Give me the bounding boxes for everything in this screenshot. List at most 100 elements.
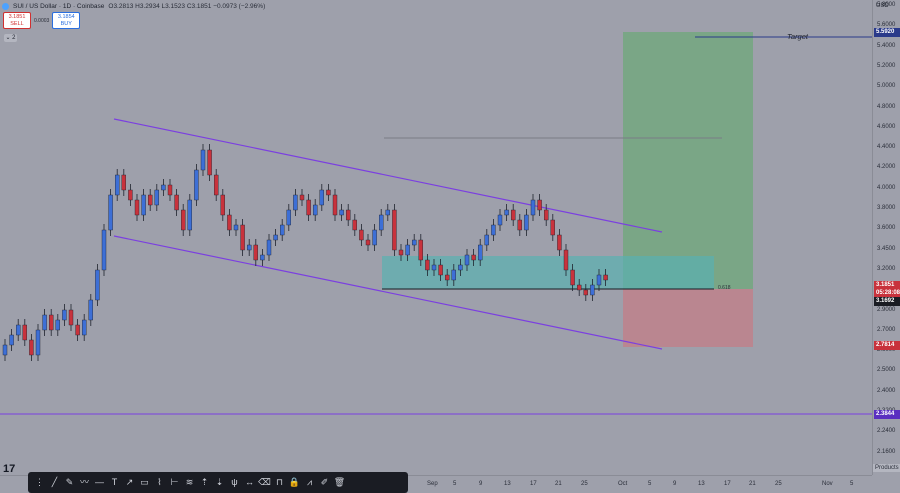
long-position-icon[interactable]: ⇡ xyxy=(200,477,209,487)
short-position-icon[interactable]: ⇣ xyxy=(215,477,224,487)
candle-body xyxy=(537,199,542,211)
candle-body xyxy=(227,214,232,231)
fib-level-label: 0.618 xyxy=(718,285,731,291)
candle-body xyxy=(603,274,608,281)
candle-body xyxy=(504,209,509,216)
rectangle-icon[interactable]: ▭ xyxy=(140,477,149,487)
price-tick: 5.4000 xyxy=(877,42,896,49)
price-tick: 2.9000 xyxy=(877,306,896,313)
candle-body xyxy=(42,314,47,331)
candle-body xyxy=(392,209,397,251)
candle-body xyxy=(306,199,311,216)
buy-price: 3.1854 xyxy=(57,14,75,20)
candle-body xyxy=(55,319,60,331)
candle-body xyxy=(398,249,404,256)
pitchfork-icon[interactable]: ψ xyxy=(231,477,238,487)
price-tick: 5.6000 xyxy=(877,22,896,29)
candle-body xyxy=(544,209,549,221)
candle-body xyxy=(451,269,456,281)
price-tick: 4.6000 xyxy=(877,123,896,130)
target-price-label: 5.5920 xyxy=(874,28,900,37)
candle-body xyxy=(240,224,245,251)
candle-body xyxy=(557,234,562,251)
price-tick: 3.4500 xyxy=(877,245,896,252)
path-icon[interactable]: ⌇ xyxy=(157,477,162,487)
symbol-title[interactable]: SUI / US Dollar · 1D · Coinbase xyxy=(13,2,105,10)
candle-body xyxy=(326,189,331,196)
candle-body xyxy=(213,174,219,196)
buy-label: BUY xyxy=(60,21,72,27)
fib-icon[interactable]: ≋ xyxy=(185,477,194,487)
eraser-icon[interactable]: ⌫ xyxy=(258,477,271,487)
candle-body xyxy=(35,329,41,356)
pencil-icon[interactable]: ✎ xyxy=(65,477,74,487)
time-tick: Oct xyxy=(618,481,628,487)
price-tick: 2.7000 xyxy=(877,326,896,333)
channel-upper-line xyxy=(113,118,663,233)
candle-body xyxy=(233,224,239,231)
price-tick: 4.0000 xyxy=(877,184,896,191)
ohlc-values: O3.2813 H3.2934 L3.1523 C3.1851 −0.0973 … xyxy=(108,2,266,10)
drag-handle-icon[interactable]: ⋮ xyxy=(35,477,44,487)
chart-canvas[interactable] xyxy=(0,0,872,475)
candle-body xyxy=(220,194,226,216)
currency-label[interactable]: USD xyxy=(876,3,889,9)
time-tick: Sep xyxy=(427,481,438,487)
candle-body xyxy=(114,174,120,196)
candle-body xyxy=(352,219,357,231)
bid-price-label: 3.1692 xyxy=(874,297,900,306)
time-tick: 13 xyxy=(504,481,511,487)
text-icon[interactable]: T xyxy=(111,477,118,487)
candle-body xyxy=(180,209,186,231)
candle-body xyxy=(161,184,166,191)
sell-label: SELL xyxy=(10,21,24,27)
loss-zone xyxy=(623,289,753,347)
sell-button[interactable]: 3.1851 SELL xyxy=(3,12,31,29)
brush2-icon[interactable]: ✐ xyxy=(320,477,329,487)
price-tick: 5.8000 xyxy=(877,2,896,8)
trash-icon[interactable]: 🗑 xyxy=(333,477,346,487)
arrow-icon[interactable]: ↗ xyxy=(125,477,134,487)
candle-body xyxy=(379,214,384,231)
candle-body xyxy=(299,194,305,201)
candle-body xyxy=(590,284,595,296)
profit-zone xyxy=(623,32,753,289)
target-annotation[interactable]: Target xyxy=(787,32,808,41)
brush-icon[interactable]: 〰 xyxy=(79,477,89,487)
candle-body xyxy=(128,189,133,201)
time-tick: 13 xyxy=(698,481,705,487)
candle-body xyxy=(491,224,496,236)
candle-body xyxy=(95,269,100,301)
zigzag-icon[interactable]: ⩘ xyxy=(306,477,313,487)
horizontal-line-icon[interactable]: — xyxy=(95,477,104,487)
spread-value: 0.0003 xyxy=(34,17,50,24)
price-tick: 5.2000 xyxy=(877,62,896,69)
trade-buttons: 3.1851 SELL 0.0003 3.1854 BUY xyxy=(3,12,81,29)
candle-body xyxy=(134,199,140,216)
magnet-icon[interactable]: ⊓ xyxy=(275,477,284,487)
time-tick: 5 xyxy=(453,481,457,487)
candle-body xyxy=(478,244,483,261)
price-scale[interactable]: 5.8000 5.6000 5.4000 5.2000 5.0000 4.8000 4.60… xyxy=(872,0,900,475)
candle-body xyxy=(372,229,377,246)
candle-body xyxy=(471,254,476,261)
candle-body xyxy=(365,239,371,246)
candle-body xyxy=(293,194,298,211)
candle-body xyxy=(141,194,146,216)
time-tick: Nov xyxy=(822,481,833,487)
price-tick: 4.8000 xyxy=(877,103,896,110)
collapse-indicators-button[interactable]: ⌄ 2 xyxy=(4,34,17,42)
lock-icon[interactable]: 🔒 xyxy=(288,477,301,487)
trend-line-icon[interactable]: ╱ xyxy=(51,477,58,487)
buy-button[interactable]: 3.1854 BUY xyxy=(52,12,81,29)
products-button[interactable]: Products xyxy=(873,464,900,472)
ruler-icon[interactable]: ⊢ xyxy=(170,477,179,487)
measure-icon[interactable]: ↔ xyxy=(245,477,254,487)
time-tick: 5 xyxy=(648,481,652,487)
time-tick: 21 xyxy=(555,481,562,487)
candle-body xyxy=(121,174,127,191)
chart-area[interactable] xyxy=(0,0,872,475)
candle-body xyxy=(273,234,278,241)
candle-body xyxy=(458,264,463,271)
candle-body xyxy=(445,274,450,281)
